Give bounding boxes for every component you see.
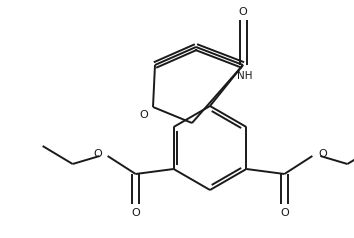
Text: O: O — [131, 208, 140, 218]
Text: O: O — [239, 7, 247, 17]
Text: O: O — [139, 110, 148, 120]
Text: O: O — [93, 149, 102, 159]
Text: O: O — [318, 149, 327, 159]
Text: NH: NH — [237, 71, 252, 81]
Text: O: O — [280, 208, 289, 218]
